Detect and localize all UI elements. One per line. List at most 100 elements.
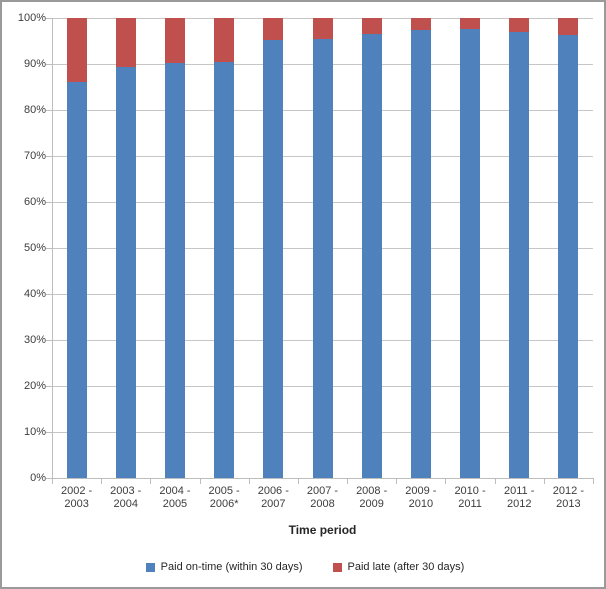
bar-late (115, 18, 136, 67)
x-axis-tick-label-line1: 2012 - (552, 485, 584, 497)
x-axis-tick-label-line1: 2007 - (306, 485, 339, 497)
bar-on-time (115, 67, 136, 478)
bar-on-time (410, 30, 431, 478)
y-axis-tick (46, 18, 52, 19)
legend-label-late: Paid late (after 30 days) (347, 561, 465, 573)
bar-late (66, 18, 87, 82)
bar-late (263, 18, 284, 40)
legend-item-on-time: Paid on-time (within 30 days) (145, 561, 303, 573)
y-axis-tick (46, 294, 52, 295)
x-axis-tick (200, 479, 201, 484)
x-axis-tick-label-line2: 2009 (359, 498, 384, 510)
bar-late (312, 18, 333, 39)
y-axis-tick (46, 432, 52, 433)
x-axis-tick-label-line1: 2004 - (159, 485, 191, 497)
y-axis-line (52, 18, 53, 479)
x-axis-title: Time period (288, 523, 357, 537)
y-axis-tick-label: 90% (23, 58, 46, 70)
x-axis-tick-label-line2: 2004 (113, 498, 138, 510)
x-axis-tick (445, 479, 446, 484)
x-axis-tick-label: 2005 -2006* (200, 485, 249, 511)
x-axis-tick (249, 479, 250, 484)
bar-on-time (558, 35, 579, 478)
x-axis-tick-label-line1: 2002 - (60, 485, 93, 497)
bar-late (558, 18, 579, 35)
x-axis-tick-label: 2007 -2008 (298, 485, 347, 511)
x-axis-tick (347, 479, 348, 484)
bar-late (460, 18, 481, 29)
x-axis-tick (298, 479, 299, 484)
legend-swatch-on-time (145, 562, 155, 572)
x-axis-tick (150, 479, 151, 484)
x-axis-labels: 2002 -2003 2003 -2004 2004 -2005 2005 -2006… (52, 485, 593, 515)
x-axis-tick-label-line2: 2006* (209, 498, 239, 510)
x-axis-tick (495, 479, 496, 484)
x-axis-tick-label-line1: 2010 - (454, 485, 486, 497)
x-axis-tick-label-line2: 2007 (261, 498, 286, 510)
x-axis-tick-label-line1: 2005 - (208, 485, 240, 497)
x-axis-line (52, 478, 594, 479)
y-axis-tick-label: 60% (23, 196, 46, 208)
bar-on-time (214, 62, 235, 478)
legend-swatch-late (332, 562, 342, 572)
x-axis-tick-label-line1: 2003 - (110, 485, 142, 497)
x-axis-tick-label-line1: 2006 - (257, 485, 289, 497)
legend-label-on-time: Paid on-time (within 30 days) (160, 561, 303, 573)
bar-late (214, 18, 235, 62)
x-axis-tick-label-line2: 2010 (408, 498, 434, 510)
y-axis-tick (46, 340, 52, 341)
x-axis-tick-label-line2: 2012 (506, 498, 532, 510)
bar-on-time (509, 32, 530, 478)
x-axis-tick (396, 479, 397, 484)
y-axis-tick-label: 0% (30, 472, 46, 484)
y-axis-tick (46, 156, 52, 157)
x-axis-tick-label: 2010 -2011 (445, 485, 494, 511)
x-axis-tick-label-line1: 2011 - (504, 485, 535, 497)
y-axis-tick-label: 20% (23, 380, 46, 392)
x-axis-tick-label: 2002 -2003 (52, 485, 101, 511)
x-axis-tick-label-line2: 2013 (556, 498, 581, 510)
y-axis-tick-label: 80% (23, 104, 46, 116)
x-axis-tick (52, 479, 53, 484)
y-axis-tick-label: 10% (23, 426, 46, 438)
legend: Paid on-time (within 30 days) Paid late … (2, 555, 604, 579)
x-axis-tick (544, 479, 545, 484)
y-axis-tick-label: 50% (23, 242, 46, 254)
x-axis-tick-label-line2: 2011 (458, 498, 482, 510)
y-axis-tick (46, 386, 52, 387)
bar-on-time (263, 40, 284, 478)
y-axis-tick (46, 110, 52, 111)
x-axis-tick-label: 2003 -2004 (101, 485, 150, 511)
x-axis-tick-label-line1: 2009 - (405, 485, 437, 497)
x-axis-tick-label-line2: 2005 (162, 498, 188, 510)
bar-on-time (312, 39, 333, 478)
bar-on-time (164, 63, 185, 478)
bar-on-time (361, 34, 382, 478)
x-axis-tick (593, 479, 594, 484)
x-axis-tick-label: 2009 -2010 (396, 485, 445, 511)
bar-on-time (460, 29, 481, 478)
y-axis-tick-label: 30% (23, 334, 46, 346)
y-axis-tick (46, 202, 52, 203)
x-axis-tick (101, 479, 102, 484)
plot-area (52, 18, 593, 478)
legend-item-late: Paid late (after 30 days) (332, 561, 465, 573)
bar-late (164, 18, 185, 63)
y-axis-tick-label: 100% (17, 12, 46, 24)
bar-late (509, 18, 530, 32)
x-axis-tick-label: 2008 -2009 (347, 485, 396, 511)
y-axis-tick (46, 248, 52, 249)
bar-late (361, 18, 382, 34)
x-axis-tick-label-line1: 2008 - (356, 485, 388, 497)
y-axis-tick-label: 70% (23, 150, 46, 162)
x-axis-tick-label-line2: 2008 (310, 498, 335, 510)
bar-late (410, 18, 431, 30)
y-axis-tick-label: 40% (23, 288, 46, 300)
x-axis-tick-label: 2012 -2013 (544, 485, 593, 511)
x-axis-tick-label: 2004 -2005 (150, 485, 199, 511)
y-axis-tick (46, 478, 52, 479)
y-axis-tick (46, 64, 52, 65)
x-axis-tick-label-line2: 2003 (64, 498, 89, 510)
x-axis-tick-label: 2006 -2007 (249, 485, 298, 511)
